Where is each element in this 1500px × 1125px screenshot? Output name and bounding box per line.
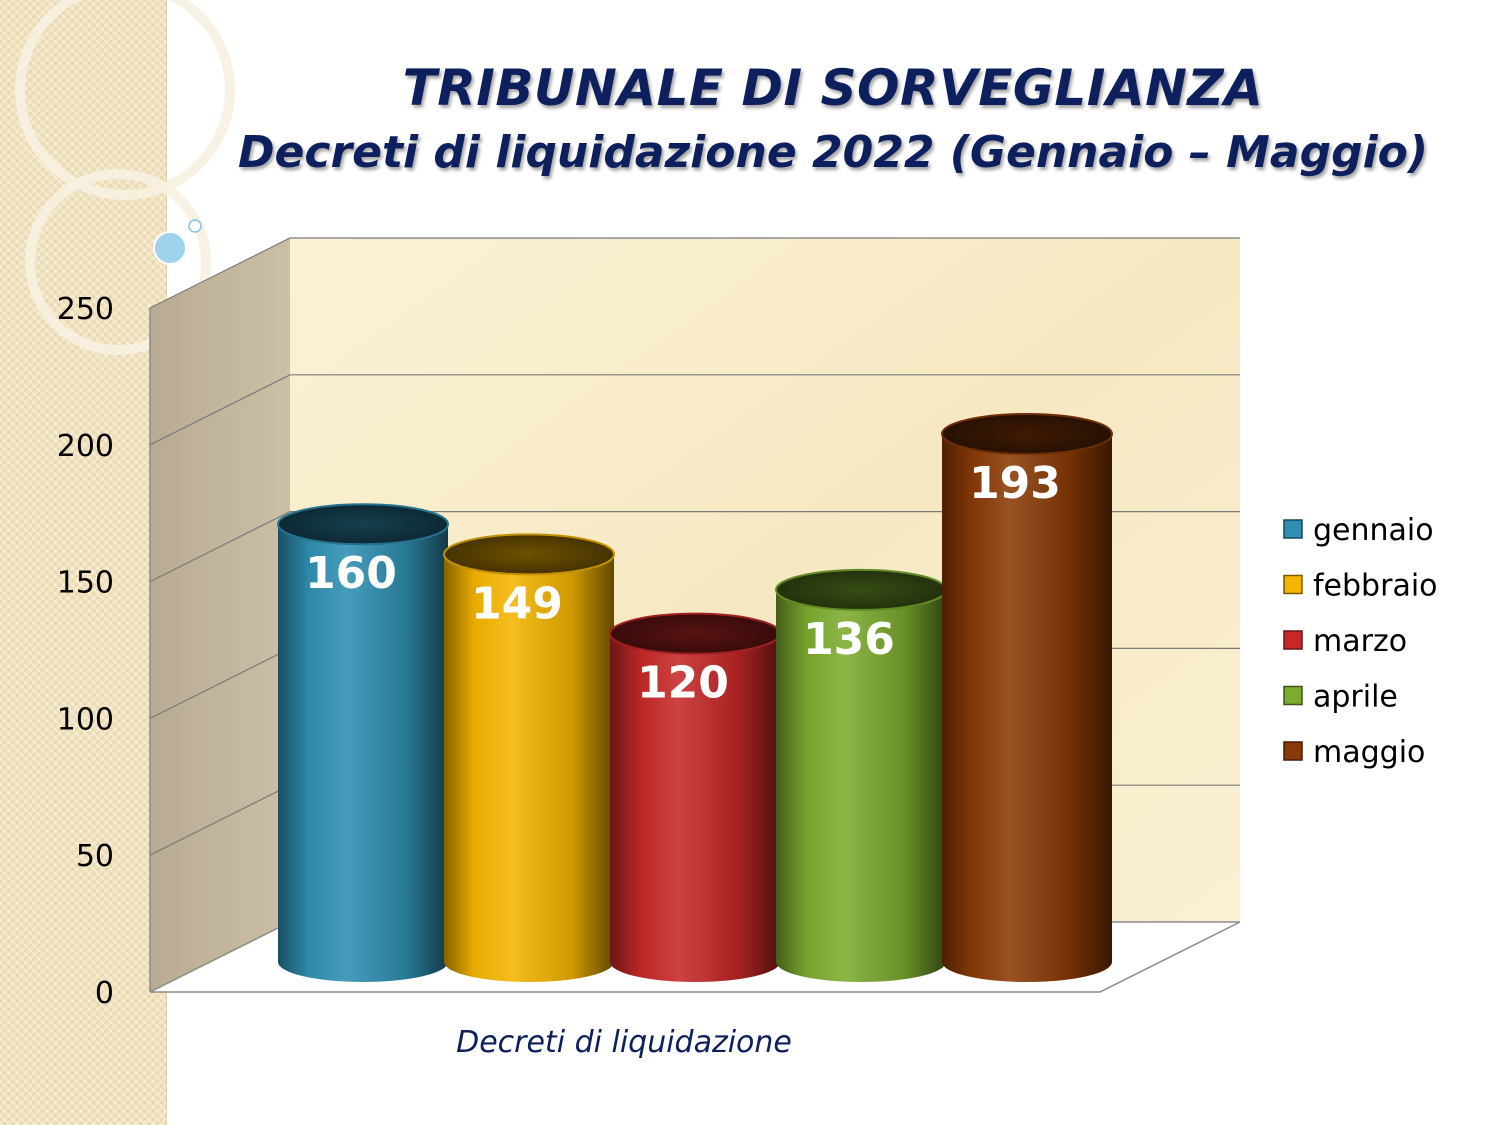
legend-swatch [1283,685,1303,706]
legend-item-marzo: marzo [1283,624,1407,659]
legend-swatch [1283,519,1303,539]
data-label-marzo: 120 [637,658,729,709]
legend-item-aprile: aprile [1283,680,1398,715]
data-label-aprile: 136 [803,614,895,665]
gridline [149,237,1240,309]
y-tick-label: 250 [57,292,114,327]
slide-title: TRIBUNALE DI SORVEGLIANZA [402,59,1264,117]
legend-swatch [1283,630,1303,650]
legend-item-febbraio: febbraio [1283,569,1438,604]
bar-top [775,568,947,611]
bar-gennaio [277,503,449,982]
bar-body [610,633,780,982]
data-label-gennaio: 160 [305,548,397,599]
legend-label: maggio [1313,735,1425,770]
slide-title-block: TRIBUNALE DI SORVEGLIANZA Decreti di liq… [166,54,1500,184]
legend-swatch [1283,741,1303,761]
bar-maggio [941,412,1113,982]
legend-label: aprile [1313,680,1398,715]
x-axis-title: Decreti di liquidazione [456,1025,792,1060]
bar-body [278,524,448,982]
legend-item-gennaio: gennaio [1283,513,1434,548]
chart-side-wall [150,238,290,992]
slide-subtitle: Decreti di liquidazione 2022 (Gennaio – … [238,127,1428,178]
y-tick-label: 200 [57,429,114,464]
bar-febbraio [443,533,615,982]
legend-swatch [1283,574,1303,595]
y-tick-label: 150 [57,566,114,601]
gridline [149,374,1240,446]
y-tick-label: 100 [57,702,114,737]
bar-top [609,612,781,655]
y-tick-label: 50 [76,839,114,874]
bar-aprile [775,568,947,982]
legend-label: febbraio [1313,569,1438,604]
gridline [149,511,1240,583]
legend-label: marzo [1313,624,1407,659]
decorative-circles [15,0,235,355]
bar-top [277,503,449,546]
bar-top [443,533,615,576]
legend-label: gennaio [1313,513,1434,548]
bar-body [776,589,946,982]
data-label-febbraio: 149 [471,578,563,629]
bar-body [942,433,1112,982]
bar-marzo [609,612,781,982]
bar-top [941,412,1113,455]
y-tick-label: 0 [95,976,114,1011]
data-label-maggio: 193 [969,458,1061,509]
bar-body [444,554,614,982]
legend-item-maggio: maggio [1283,735,1425,770]
